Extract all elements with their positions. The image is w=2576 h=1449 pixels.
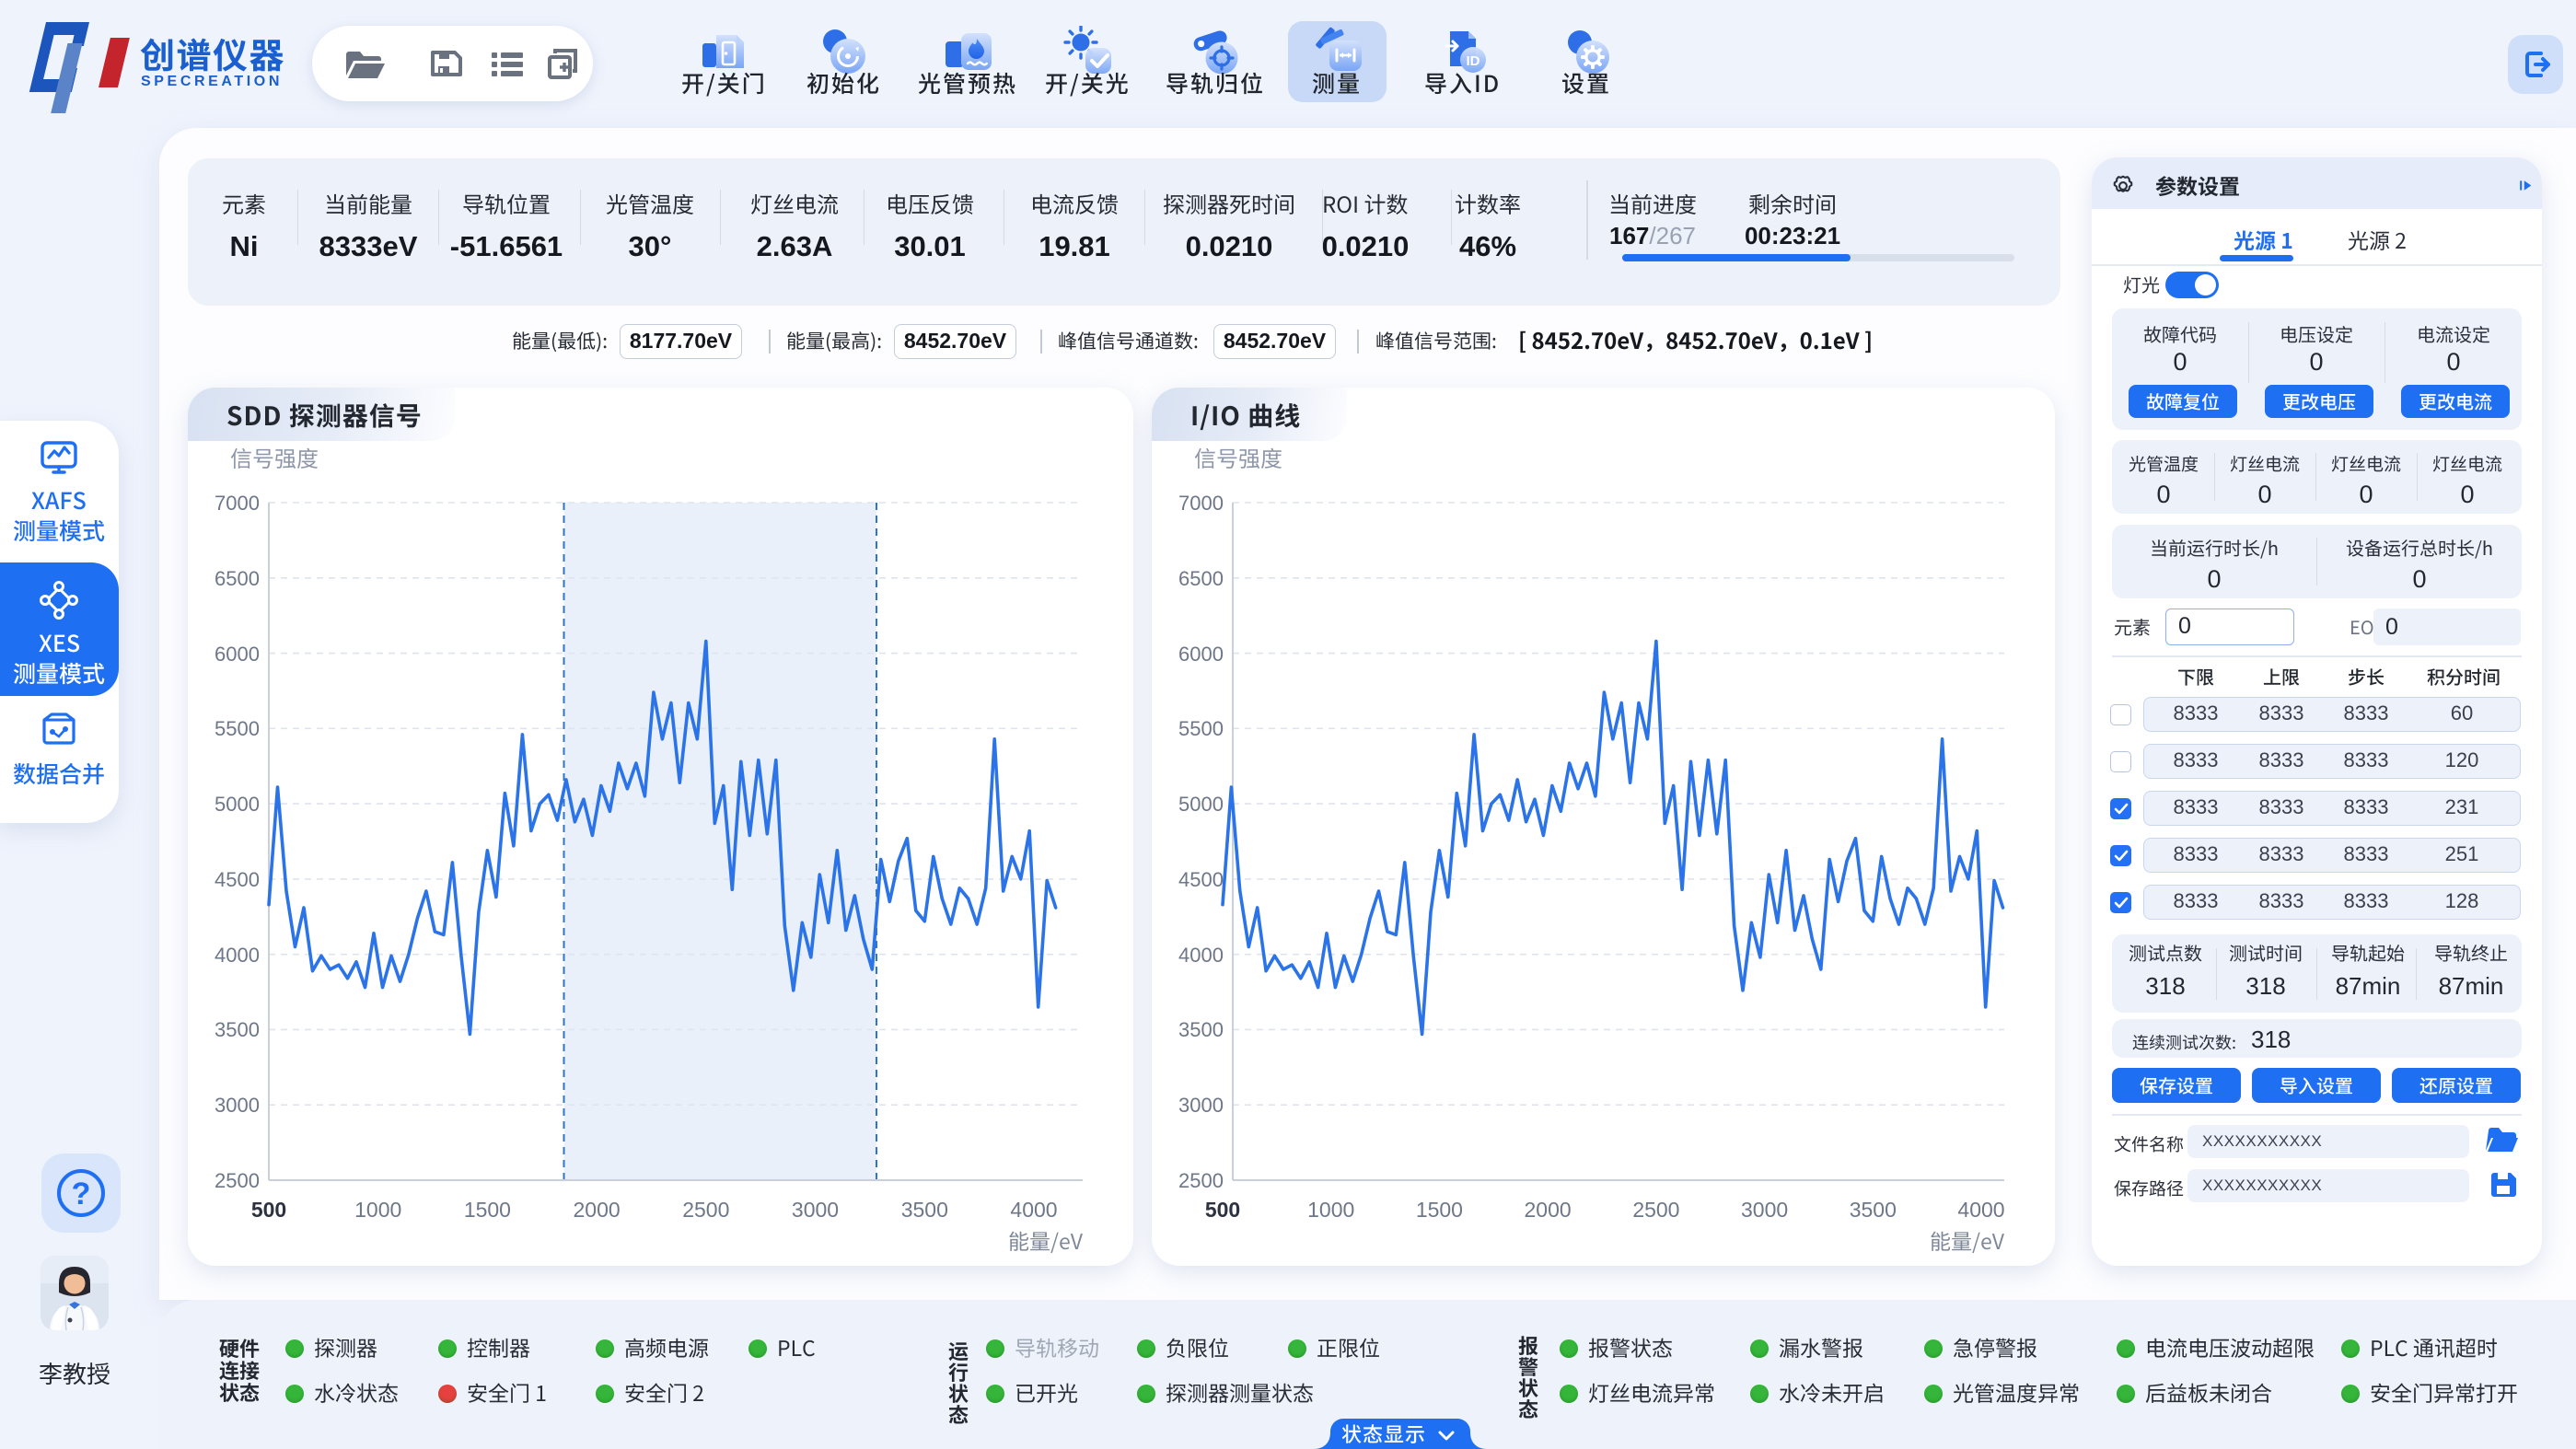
svg-text:4500: 4500 [215,868,260,891]
svg-text:5000: 5000 [1178,793,1224,816]
svg-text:4000: 4000 [1957,1198,2004,1222]
svg-text:?: ? [72,1177,91,1211]
svg-text:6000: 6000 [215,643,260,666]
svg-text:2500: 2500 [1632,1198,1679,1222]
svg-text:6500: 6500 [215,567,260,590]
svg-text:4000: 4000 [215,944,260,967]
svg-text:7000: 7000 [215,492,260,515]
svg-text:3500: 3500 [1178,1018,1224,1041]
svg-text:5000: 5000 [215,793,260,816]
svg-text:4000: 4000 [1010,1198,1057,1222]
svg-text:6500: 6500 [1178,567,1224,590]
svg-text:2500: 2500 [1178,1169,1224,1192]
svg-text:2500: 2500 [215,1169,260,1192]
svg-text:3000: 3000 [1741,1198,1788,1222]
svg-text:2500: 2500 [682,1198,729,1222]
svg-text:7000: 7000 [1178,492,1224,515]
svg-text:1000: 1000 [1307,1198,1354,1222]
svg-text:4500: 4500 [1178,868,1224,891]
svg-text:2000: 2000 [574,1198,621,1222]
svg-text:5500: 5500 [215,717,260,740]
svg-text:3000: 3000 [1178,1094,1224,1117]
svg-text:1500: 1500 [1416,1198,1463,1222]
svg-text:500: 500 [1205,1198,1240,1222]
svg-text:1000: 1000 [354,1198,401,1222]
svg-text:5500: 5500 [1178,717,1224,740]
svg-text:ID: ID [1467,53,1480,69]
svg-text:3500: 3500 [215,1018,260,1041]
svg-text:3000: 3000 [792,1198,839,1222]
svg-text:4000: 4000 [1178,944,1224,967]
svg-text:3000: 3000 [215,1094,260,1117]
svg-text:2000: 2000 [1525,1198,1572,1222]
svg-text:1500: 1500 [464,1198,511,1222]
svg-text:500: 500 [251,1198,286,1222]
svg-text:6000: 6000 [1178,643,1224,666]
svg-text:3500: 3500 [901,1198,948,1222]
svg-text:3500: 3500 [1850,1198,1897,1222]
